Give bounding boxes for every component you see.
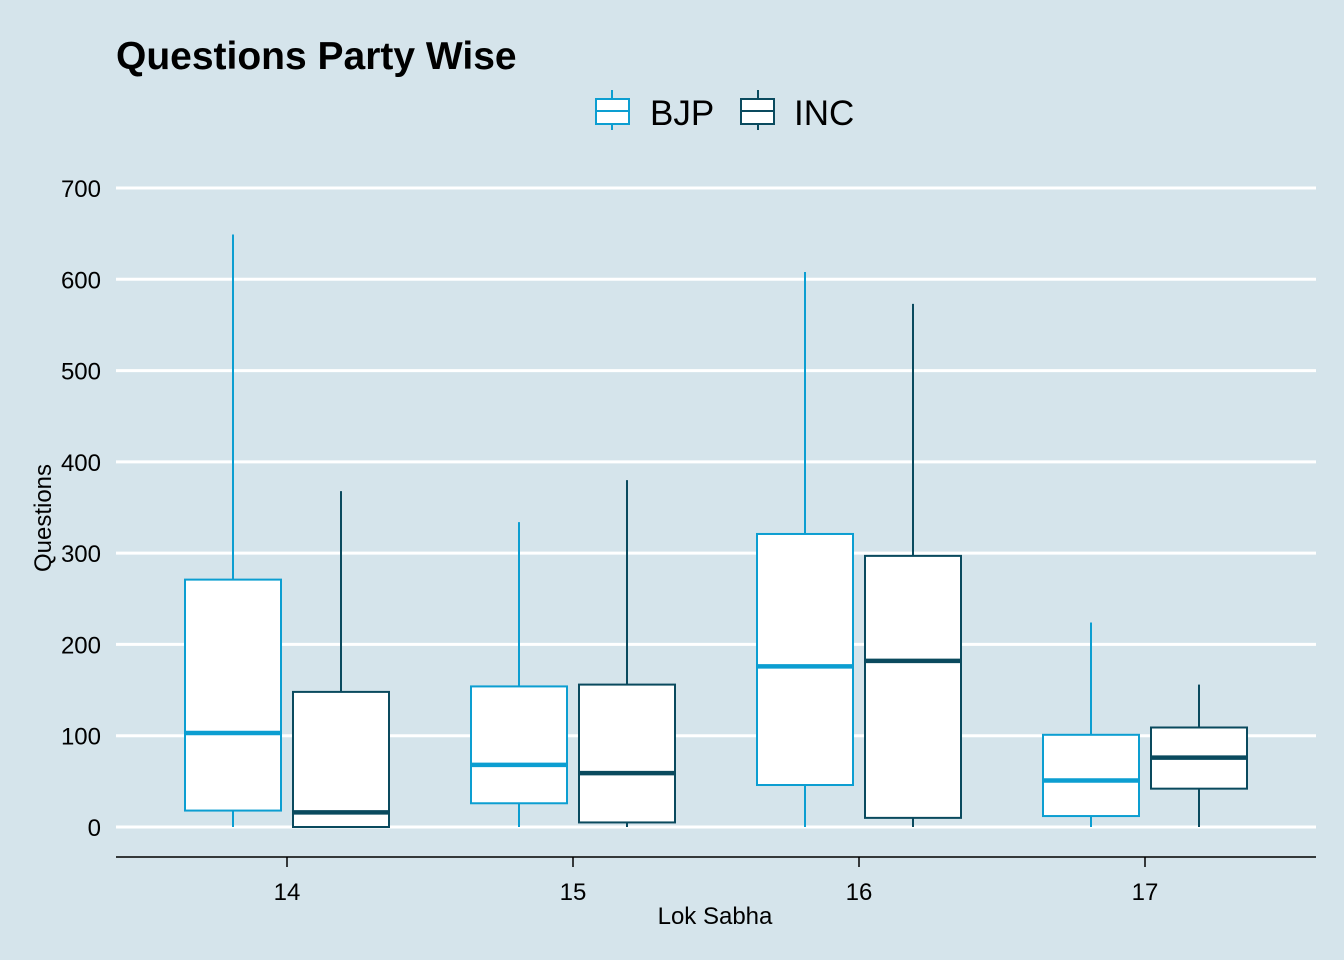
box-iqr	[184, 578, 282, 812]
y-tick-label: 400	[61, 450, 101, 477]
box-series	[184, 234, 1248, 829]
legend-label-bjp: BJP	[650, 94, 714, 133]
box-inc-17	[1150, 684, 1248, 827]
x-tick-label: 14	[274, 879, 301, 906]
legend-label-inc: INC	[794, 94, 854, 133]
box-bjp-15	[470, 522, 568, 827]
y-axis-title: Questions	[30, 464, 57, 572]
y-tick-label: 300	[61, 541, 101, 568]
box-iqr	[292, 690, 390, 829]
legend-item-bjp: BJP	[595, 90, 714, 133]
box-iqr	[1042, 733, 1140, 818]
box-iqr	[470, 685, 568, 805]
x-tick-label: 17	[1132, 879, 1159, 906]
y-tick-label: 0	[88, 815, 101, 842]
legend: BJP INC	[595, 90, 854, 133]
x-tick-label: 15	[560, 879, 587, 906]
box-bjp-16	[756, 271, 854, 827]
y-axis-tick-labels: 0 100 200 300 400 500 600 700	[61, 176, 101, 842]
y-tick-label: 100	[61, 724, 101, 751]
y-tick-label: 200	[61, 632, 101, 659]
box-iqr	[578, 683, 676, 824]
box-bjp-17	[1042, 622, 1140, 827]
x-axis: 14 15 16 17	[116, 856, 1316, 906]
y-tick-label: 700	[61, 176, 101, 203]
box-bjp-14	[184, 234, 282, 827]
box-iqr	[864, 554, 962, 819]
box-inc-15	[578, 480, 676, 827]
box-iqr	[756, 532, 854, 787]
x-tick-label: 16	[846, 879, 873, 906]
chart-title: Questions Party Wise	[116, 35, 517, 78]
x-axis-title: Lok Sabha	[658, 903, 773, 930]
box-inc-16	[864, 303, 962, 827]
y-tick-label: 600	[61, 267, 101, 294]
legend-item-inc: INC	[740, 90, 854, 133]
box-inc-14	[292, 491, 390, 829]
y-tick-label: 500	[61, 359, 101, 386]
